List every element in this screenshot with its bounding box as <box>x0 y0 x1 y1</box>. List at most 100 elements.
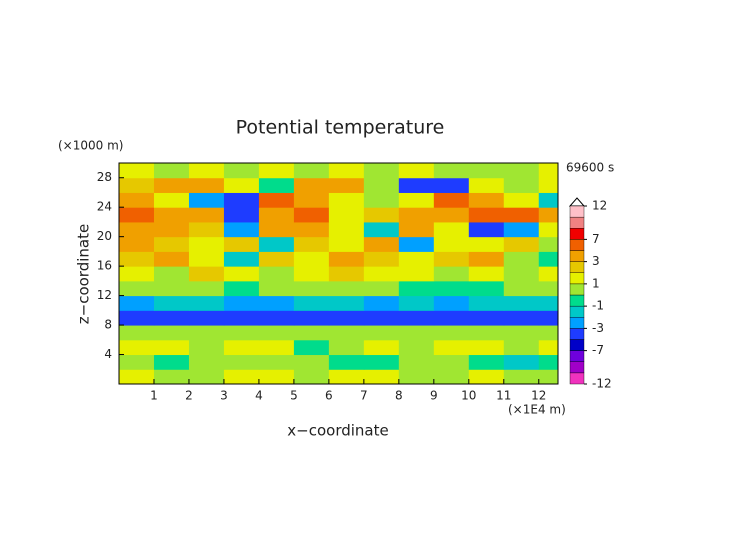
colorbar-label: -1 <box>592 299 604 313</box>
heatmap-cell <box>363 339 400 356</box>
heatmap-cell <box>258 354 295 370</box>
heatmap-cell <box>258 163 295 179</box>
heatmap-cell <box>119 339 155 356</box>
heatmap-cell <box>538 339 558 356</box>
heatmap-cell <box>119 325 155 341</box>
heatmap-cell <box>328 236 365 252</box>
heatmap-cell <box>119 369 155 384</box>
heatmap-cell <box>433 221 470 238</box>
heatmap-cell <box>433 354 470 370</box>
heatmap-cell <box>293 192 330 208</box>
y-tick-label: 4 <box>104 347 112 361</box>
heatmap-cell <box>258 310 295 326</box>
heatmap-cell <box>258 207 295 223</box>
heatmap-cell <box>153 207 190 223</box>
heatmap-cell <box>293 295 330 311</box>
colorbar-label: 12 <box>592 199 607 213</box>
heatmap-cell <box>188 280 225 297</box>
heatmap-cell <box>119 207 155 223</box>
heatmap-cell <box>503 177 540 193</box>
heatmap-cell <box>538 325 558 341</box>
heatmap-cell <box>188 163 225 179</box>
heatmap-cell <box>223 163 260 179</box>
heatmap-cell <box>119 236 155 252</box>
y-tick-label: 8 <box>104 318 112 332</box>
heatmap-cell <box>223 236 260 252</box>
heatmap-cell <box>328 369 365 384</box>
heatmap-cell <box>503 354 540 370</box>
colorbar-bin <box>569 283 585 296</box>
colorbar-bin <box>569 239 585 251</box>
colorbar-bin <box>569 272 585 285</box>
colorbar-label: 7 <box>592 232 600 246</box>
heatmap-cell <box>258 177 295 193</box>
heatmap-cell <box>188 207 225 223</box>
heatmap-cell <box>398 207 435 223</box>
colorbar-label: 1 <box>592 276 600 290</box>
heatmap-cell <box>363 251 400 267</box>
heatmap-cell <box>538 251 558 267</box>
heatmap-cell <box>398 266 435 282</box>
colorbar-bin <box>569 305 585 318</box>
heatmap-cell <box>503 280 540 297</box>
heatmap-cell <box>363 280 400 297</box>
heatmap-cell <box>328 354 365 370</box>
heatmap-cell <box>503 251 540 267</box>
heatmap-cell <box>503 369 540 384</box>
heatmap-cell <box>153 280 190 297</box>
heatmap-cell <box>328 339 365 356</box>
heatmap-cell <box>293 369 330 384</box>
heatmap-cell <box>468 266 505 282</box>
heatmap-cell <box>503 221 540 238</box>
heatmap-cell <box>328 221 365 238</box>
plot-frame <box>118 162 559 385</box>
heatmap-cell <box>153 251 190 267</box>
heatmap-cell <box>398 251 435 267</box>
x-tick-label: 7 <box>360 389 368 403</box>
heatmap-cell <box>223 369 260 384</box>
heatmap-cell <box>468 236 505 252</box>
heatmap-cell <box>503 266 540 282</box>
colorbar-bin <box>569 361 585 374</box>
heatmap-cell <box>328 192 365 208</box>
heatmap-cell <box>119 251 155 267</box>
heatmap-cell <box>503 295 540 311</box>
heatmap-cell <box>119 192 155 208</box>
heatmap-cell <box>119 163 155 179</box>
heatmap-cell <box>153 221 190 238</box>
heatmap-cell <box>468 369 505 384</box>
heatmap-cell <box>223 266 260 282</box>
heatmap-cell <box>433 325 470 341</box>
heatmap-cell <box>223 251 260 267</box>
heatmap-cell <box>468 339 505 356</box>
colorbar-extend <box>568 197 586 207</box>
heatmap-cell <box>538 310 558 326</box>
heatmap-cell <box>468 192 505 208</box>
heatmap-cell <box>433 177 470 193</box>
heatmap-cell <box>363 221 400 238</box>
heatmap-cell <box>258 266 295 282</box>
heatmap-cell <box>293 251 330 267</box>
x-tick-label: 6 <box>325 389 333 403</box>
y-tick-label: 12 <box>97 288 112 302</box>
heatmap-cell <box>433 310 470 326</box>
x-tick-label: 12 <box>531 389 546 403</box>
colorbar-bin <box>569 372 585 385</box>
heatmap-cell <box>503 192 540 208</box>
heatmap-cell <box>398 280 435 297</box>
heatmap-cell <box>538 354 558 370</box>
heatmap-cell <box>433 295 470 311</box>
heatmap-cell <box>188 325 225 341</box>
heatmap-cell <box>363 325 400 341</box>
heatmap-cell <box>188 236 225 252</box>
heatmap-cell <box>223 354 260 370</box>
heatmap-cell <box>398 236 435 252</box>
x-tick-label: 9 <box>430 389 438 403</box>
heatmap-cell <box>363 192 400 208</box>
heatmap-cell <box>188 354 225 370</box>
heatmap-cell <box>223 177 260 193</box>
heatmap-cell <box>538 207 558 223</box>
heatmap-cell <box>398 192 435 208</box>
y-tick-label: 20 <box>97 229 112 243</box>
heatmap-cell <box>398 310 435 326</box>
